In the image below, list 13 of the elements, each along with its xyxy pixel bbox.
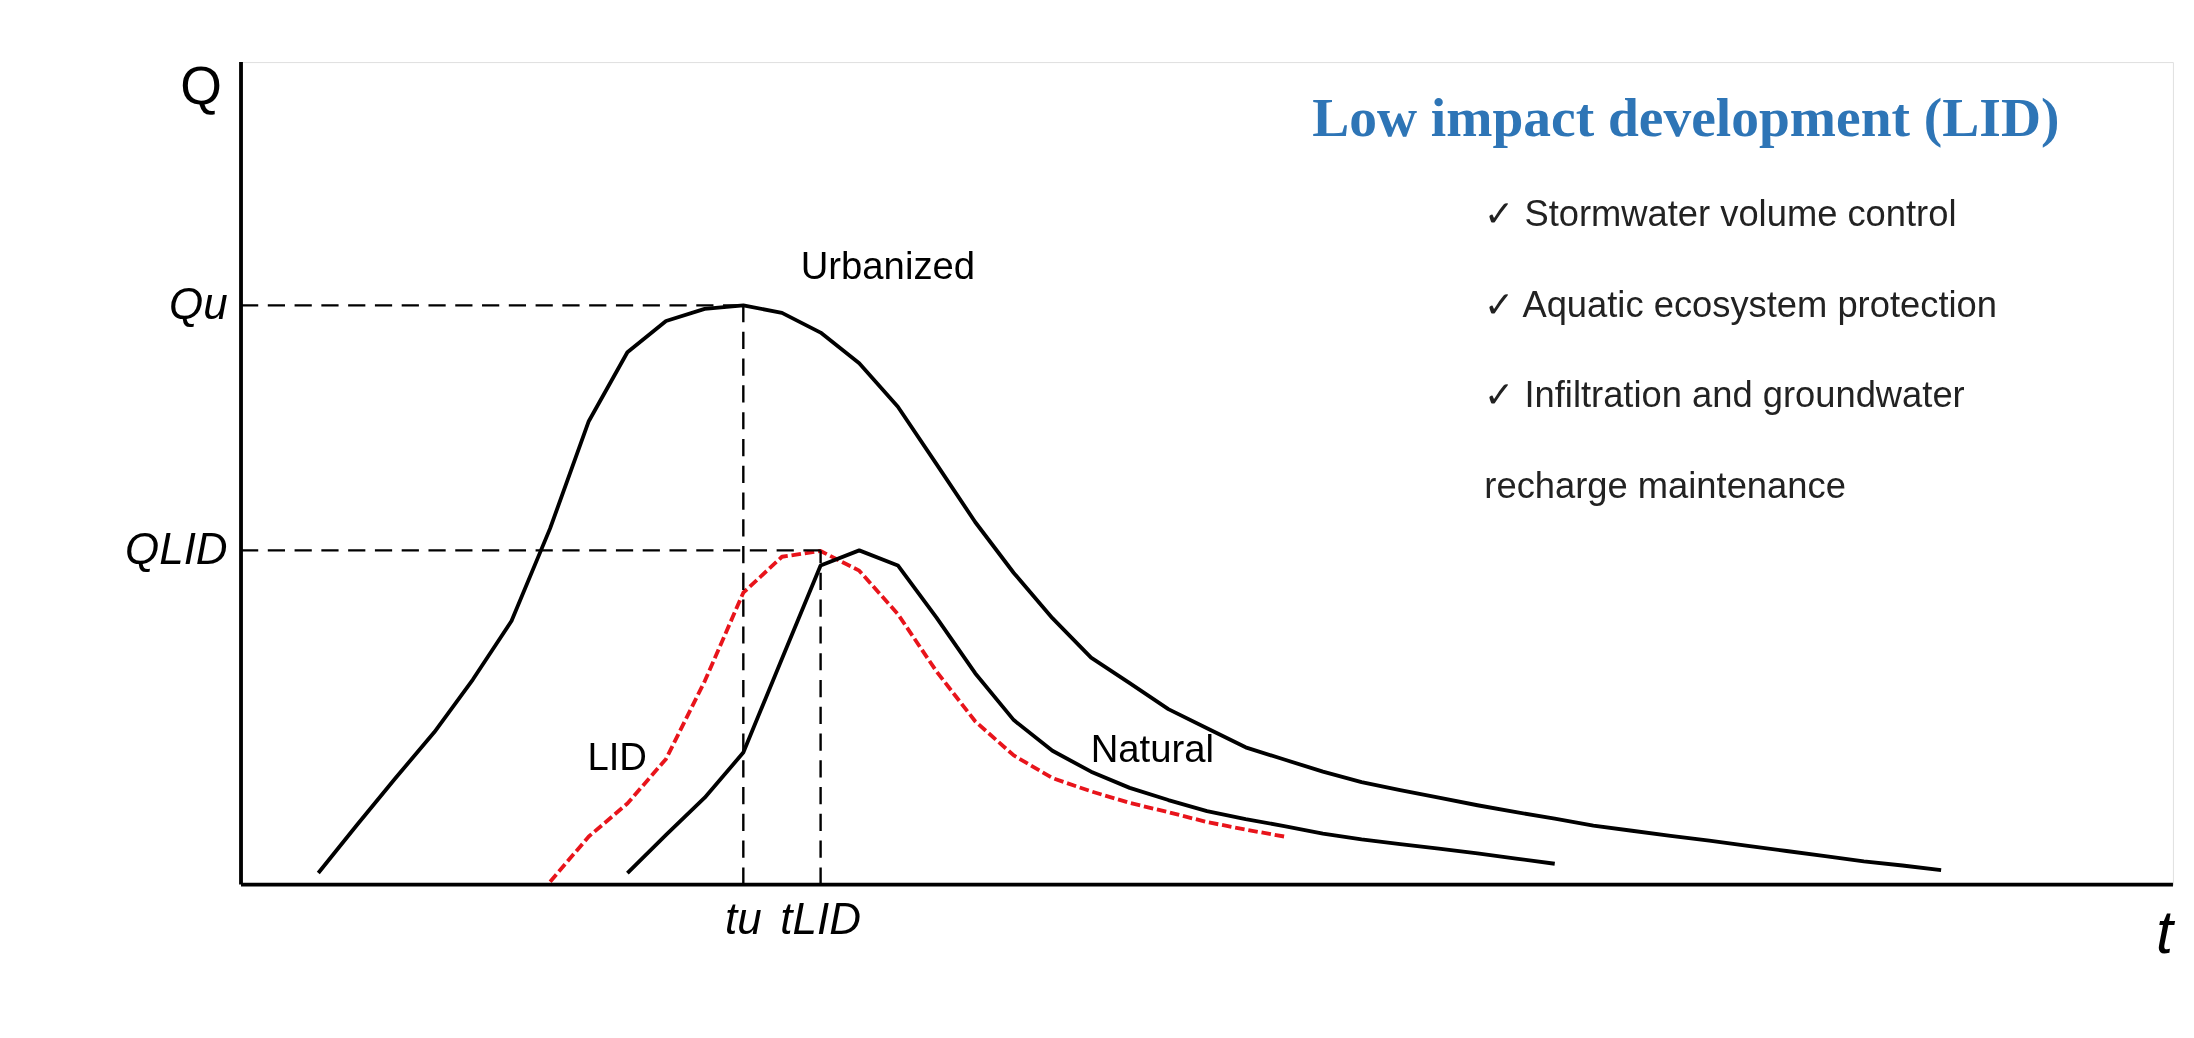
text: ✓ Infiltration and groundwater recharge maintenance [1484, 374, 1965, 507]
x-axis-title: t [2155, 897, 2176, 966]
ref-line-label: Qu [168, 278, 228, 328]
x-tick-label: tu [724, 894, 762, 944]
series-label: Natural [1090, 727, 1214, 771]
ref-line-label: QLID [124, 523, 228, 573]
series-label: LID [587, 735, 647, 779]
x-tick-label: tLID [780, 894, 861, 944]
text: ✓ Stormwater volume control [1484, 192, 1957, 234]
chart-title: Low impact development (LID) [1312, 86, 2060, 148]
y-axis-title: Q [180, 56, 222, 116]
annotation: ✓ Aquatic ecosystem protection [1484, 283, 1997, 325]
series-label: Urbanized [800, 243, 976, 287]
